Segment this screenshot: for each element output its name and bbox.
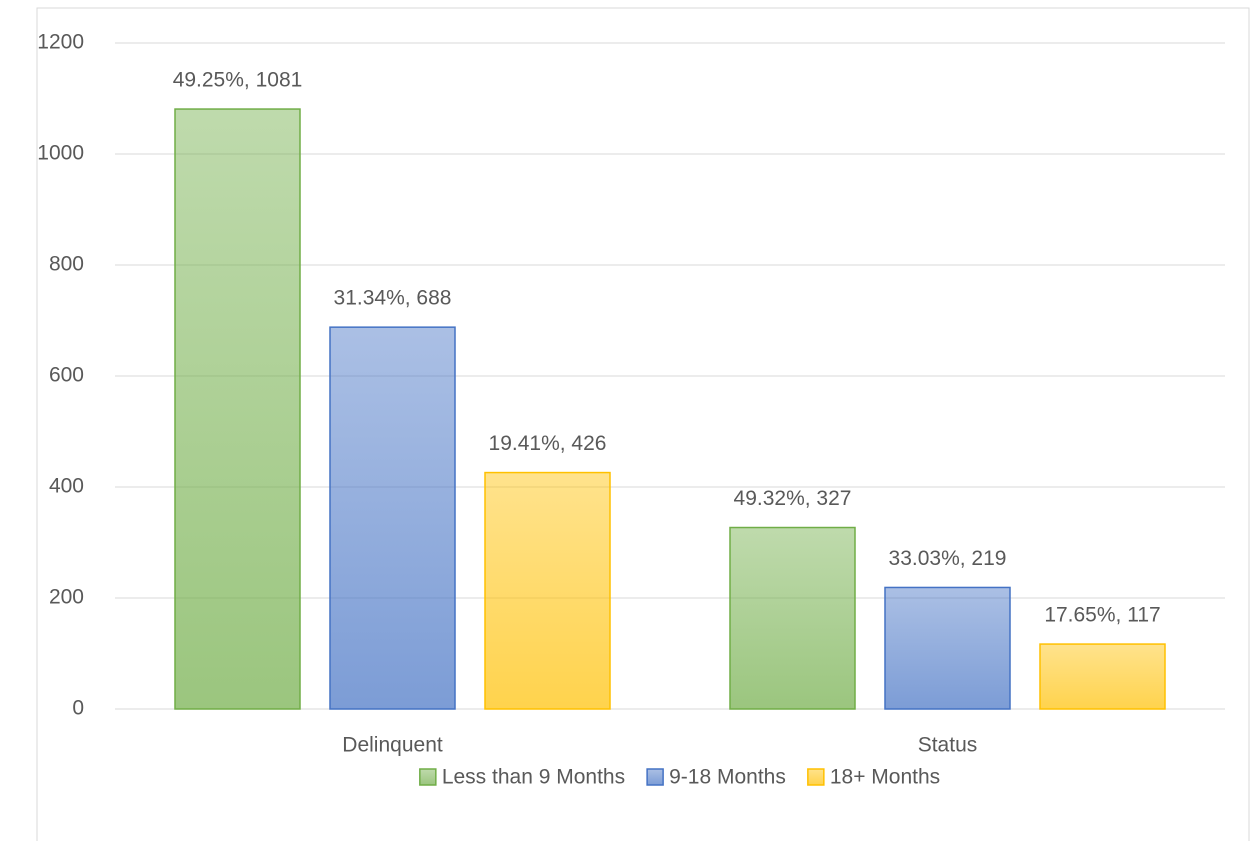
- legend-swatch: [807, 768, 825, 786]
- legend-label: 18+ Months: [830, 766, 940, 789]
- legend-label: 9-18 Months: [669, 766, 786, 789]
- bar: [884, 586, 1011, 710]
- data-label: 19.41%, 426: [489, 432, 607, 455]
- y-tick-label: 1000: [37, 142, 84, 165]
- data-label: 49.25%, 1081: [173, 69, 303, 92]
- data-label: 31.34%, 688: [334, 287, 452, 310]
- y-tick-label: 800: [49, 253, 84, 276]
- y-tick-label: 0: [72, 697, 84, 720]
- y-tick-label: 600: [49, 364, 84, 387]
- y-tick-label: 200: [49, 586, 84, 609]
- legend-item: 9-18 Months: [646, 766, 786, 789]
- bar: [174, 108, 301, 710]
- legend-swatch: [646, 768, 664, 786]
- legend-item: Less than 9 Months: [419, 766, 625, 789]
- data-label: 33.03%, 219: [889, 547, 1007, 570]
- bar: [329, 326, 456, 710]
- x-tick-label: Delinquent: [342, 734, 443, 757]
- y-tick-label: 400: [49, 475, 84, 498]
- legend-swatch: [419, 768, 437, 786]
- x-tick-label: Status: [918, 734, 978, 757]
- y-tick-label: 1200: [37, 31, 84, 54]
- data-label: 49.32%, 327: [734, 487, 852, 510]
- bar: [729, 526, 856, 710]
- legend-item: 18+ Months: [807, 766, 940, 789]
- bar: [1039, 643, 1166, 710]
- data-label: 17.65%, 117: [1044, 604, 1160, 627]
- legend-label: Less than 9 Months: [442, 766, 625, 789]
- bar: [484, 471, 611, 710]
